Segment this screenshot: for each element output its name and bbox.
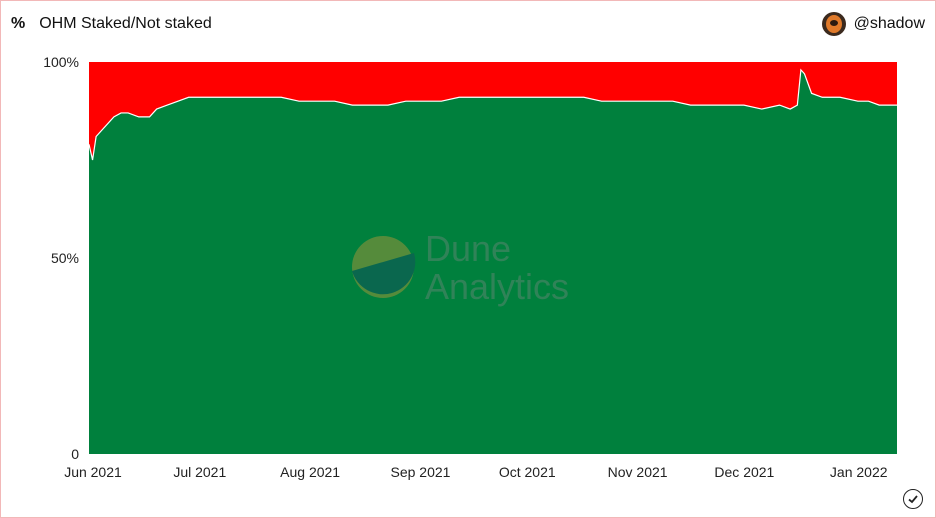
dune-logo-icon <box>352 236 414 298</box>
author-handle[interactable]: @shadow <box>853 15 925 32</box>
y-tick-label: 0 <box>71 446 79 462</box>
y-axis: 0 50% 100% <box>43 54 79 462</box>
area-series-2 <box>89 62 897 160</box>
x-tick-label: Nov 2021 <box>608 464 668 480</box>
x-tick-label: Jun 2021 <box>64 464 122 480</box>
dune-watermark: Dune Analytics <box>352 228 569 307</box>
x-tick-label: Jan 2022 <box>830 464 888 480</box>
chart-header: % OHM Staked/Not staked <box>11 11 212 37</box>
chart-title: OHM Staked/Not staked <box>39 15 212 32</box>
x-tick-label: Dec 2021 <box>714 464 774 480</box>
x-tick-label: Jul 2021 <box>173 464 226 480</box>
y-tick-label: 50% <box>51 250 79 266</box>
x-axis: Jun 2021 Jul 2021 Aug 2021 Sep 2021 Oct 2021… <box>64 464 888 480</box>
dune-logo-lower <box>352 253 416 295</box>
avatar <box>821 12 846 36</box>
x-tick-label: Oct 2021 <box>499 464 556 480</box>
series-boundary-line <box>88 68 897 161</box>
unit-label: % <box>11 15 26 32</box>
watermark-line2: Analytics <box>425 266 569 307</box>
x-tick-label: Sep 2021 <box>390 464 450 480</box>
plot-area <box>88 62 897 454</box>
area-series-1 <box>89 69 897 454</box>
y-tick-label: 100% <box>43 54 79 70</box>
status-check-icon <box>903 489 923 509</box>
author[interactable]: @shadow <box>821 11 925 37</box>
x-tick-label: Aug 2021 <box>280 464 340 480</box>
watermark-line1: Dune <box>425 228 511 269</box>
